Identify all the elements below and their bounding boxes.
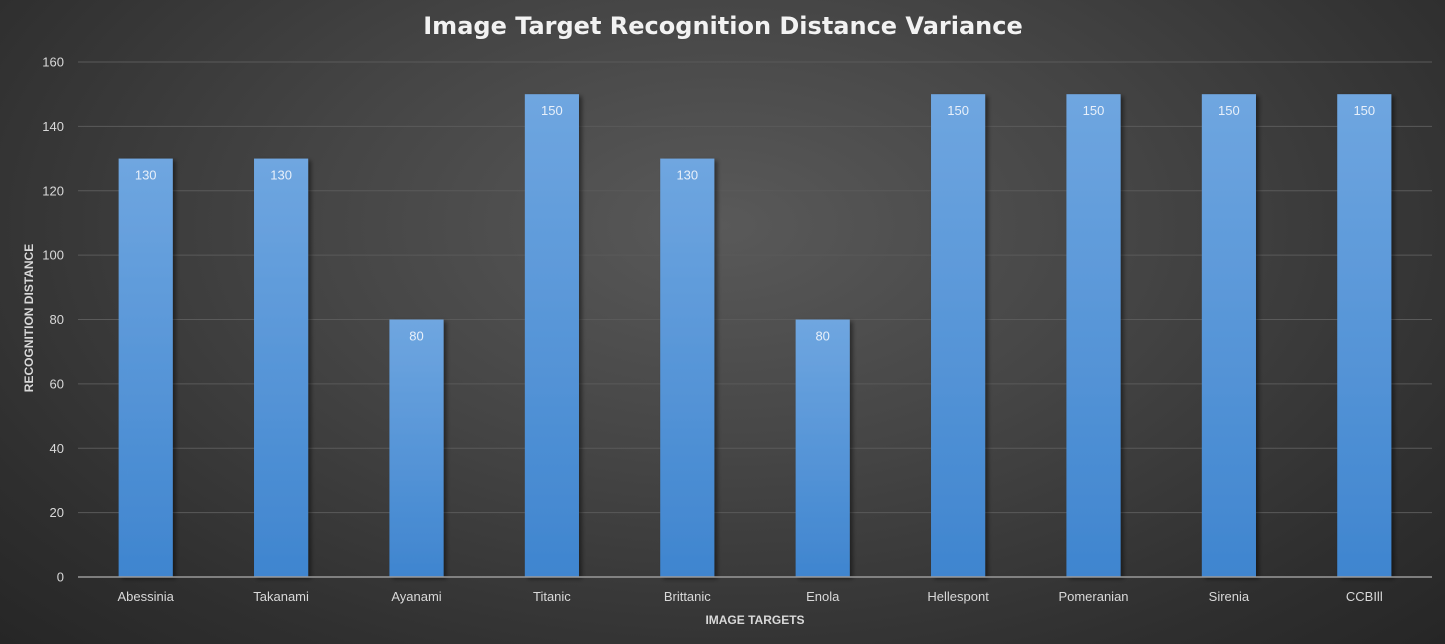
- bar-ayanami: [389, 319, 444, 577]
- bar-enola: [795, 319, 850, 577]
- data-label: 80: [815, 329, 829, 344]
- y-tick-label: 140: [42, 119, 64, 134]
- y-tick-label: 160: [42, 55, 64, 70]
- data-label: 80: [409, 329, 423, 344]
- data-label: 150: [947, 103, 969, 118]
- x-tick-label: Ayanami: [391, 589, 441, 604]
- x-tick-label: Brittanic: [664, 589, 711, 604]
- y-tick-label: 60: [50, 376, 64, 391]
- x-tick-label: Pomeranian: [1058, 589, 1128, 604]
- x-tick-label: CCBIll: [1346, 589, 1383, 604]
- chart-title: Image Target Recognition Distance Varian…: [423, 12, 1022, 40]
- x-tick-label: Abessinia: [118, 589, 175, 604]
- bar-hellespont: [931, 94, 986, 577]
- y-axis-ticks: 0 20 40 60 80 100 120 140 160: [42, 55, 64, 585]
- data-label: 130: [676, 168, 698, 183]
- bar-ccbill: [1337, 94, 1392, 577]
- x-tick-label: Takanami: [253, 589, 309, 604]
- data-label: 130: [135, 168, 157, 183]
- bars: [118, 94, 1392, 577]
- y-axis-title: RECOGNITION DISTANCE: [22, 244, 36, 392]
- x-axis-ticks: Abessinia Takanami Ayanami Titanic Brittanic…: [118, 589, 1383, 604]
- data-label: 130: [270, 168, 292, 183]
- bar-takanami: [254, 158, 309, 577]
- bar-brittanic: [660, 158, 715, 577]
- x-tick-label: Hellespont: [927, 589, 989, 604]
- y-tick-label: 40: [50, 441, 64, 456]
- y-tick-label: 20: [50, 505, 64, 520]
- x-tick-label: Enola: [806, 589, 840, 604]
- x-tick-label: Sirenia: [1209, 589, 1250, 604]
- y-tick-label: 0: [57, 570, 64, 585]
- y-tick-label: 80: [50, 312, 64, 327]
- bar-sirenia: [1201, 94, 1256, 577]
- x-tick-label: Titanic: [533, 589, 571, 604]
- data-label: 150: [541, 103, 563, 118]
- bar-titanic: [524, 94, 579, 577]
- x-axis-title: IMAGE TARGETS: [705, 613, 804, 627]
- data-label: 150: [1083, 103, 1105, 118]
- y-tick-label: 120: [42, 183, 64, 198]
- data-label: 150: [1353, 103, 1375, 118]
- bar-pomeranian: [1066, 94, 1121, 577]
- bar-abessinia: [118, 158, 173, 577]
- y-tick-label: 100: [42, 248, 64, 263]
- data-labels: 130 130 80 150 130 80 150 150 150 150: [135, 103, 1375, 343]
- data-label: 150: [1218, 103, 1240, 118]
